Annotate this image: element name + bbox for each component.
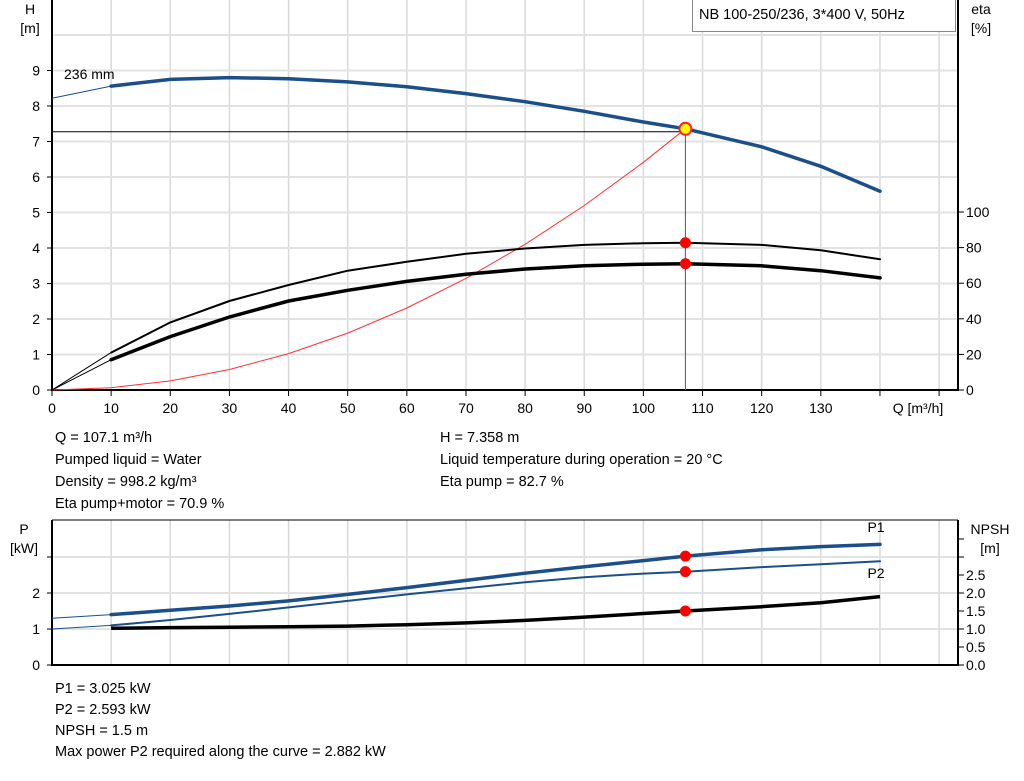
eta-tick-label: 80: [966, 240, 982, 256]
p-axis-label: [kW]: [10, 540, 38, 556]
eta-tick-label: 60: [966, 275, 982, 291]
y-tick-label: 9: [32, 63, 40, 79]
info-temperature: Liquid temperature during operation = 20…: [440, 452, 723, 468]
eta-tick-label: 40: [966, 311, 982, 327]
eta-tick-label: 0: [966, 382, 974, 398]
eta-pump-motor-curve-extension: [51, 359, 112, 391]
npsh-tick-label: 1.0: [966, 621, 986, 637]
npsh-tick-label: 2.0: [966, 585, 986, 601]
x-tick-label: 20: [162, 400, 178, 416]
npsh-tick-label: 0.0: [966, 657, 986, 673]
eta-pump-point: [679, 237, 691, 249]
x-tick-label: 40: [281, 400, 297, 416]
eta-pump-motor-point: [679, 258, 691, 270]
npsh-axis-label: [m]: [980, 540, 999, 556]
npsh-tick-label: 2.5: [966, 567, 986, 583]
system-curve: [51, 128, 686, 391]
eta-pump-curve-extension: [51, 352, 112, 391]
info-flow: Q = 107.1 m³/h: [55, 430, 153, 446]
info-p1: P1 = 3.025 kW: [55, 681, 151, 697]
y-tick-label: 8: [32, 98, 40, 114]
impeller-diameter-label: 236 mm: [64, 66, 115, 82]
npsh-curve: [111, 594, 881, 631]
head-curve-extension: [51, 85, 112, 99]
npsh-point: [679, 605, 691, 617]
x-tick-label: 130: [809, 400, 833, 416]
info-eta-pump: Eta pump = 82.7 %: [440, 474, 564, 490]
npsh-tick-label: 1.5: [966, 603, 986, 619]
p-tick-label: 0: [32, 657, 40, 673]
pump-title: NB 100-250/236, 3*400 V, 50Hz: [692, 0, 956, 32]
eta-pump-curve: [110, 241, 881, 354]
info-eta-pump-motor: Eta pump+motor = 70.9 %: [55, 496, 225, 512]
x-tick-label: 90: [576, 400, 592, 416]
eta-axis-label: [%]: [971, 20, 991, 36]
y-tick-label: 3: [32, 276, 40, 292]
y-tick-label: 5: [32, 205, 40, 221]
p2-label: P2: [867, 565, 884, 581]
p1-label: P1: [867, 519, 884, 535]
x-tick-label: 120: [750, 400, 774, 416]
x-tick-label: 30: [222, 400, 238, 416]
eta-pump-motor-curve: [109, 262, 882, 362]
p2-curve: [110, 560, 881, 627]
operating-point-marker: [678, 121, 693, 136]
p2-point: [679, 566, 691, 578]
x-tick-label: 10: [103, 400, 119, 416]
x-tick-label: 0: [48, 400, 56, 416]
y-tick-label: 0: [32, 382, 40, 398]
info-liquid: Pumped liquid = Water: [55, 452, 202, 468]
p-tick-label: 1: [32, 621, 40, 637]
eta-tick-label: 100: [966, 204, 990, 220]
eta-tick-label: 20: [966, 346, 982, 362]
info-head: H = 7.358 m: [440, 430, 520, 446]
p2-curve-extension: [51, 624, 112, 630]
p-tick-label: 2: [32, 585, 40, 601]
h-axis-label: [m]: [20, 20, 39, 36]
p1-point: [679, 550, 691, 562]
npsh-axis-label: NPSH: [971, 521, 1010, 537]
p-axis-label: P: [19, 521, 28, 537]
x-tick-label: 70: [458, 400, 474, 416]
y-tick-label: 4: [32, 240, 40, 256]
x-tick-label: 100: [632, 400, 656, 416]
eta-axis-label: eta: [971, 1, 991, 17]
x-tick-label: 80: [517, 400, 533, 416]
q-axis-label: Q [m³/h]: [893, 400, 944, 416]
p1-curve: [109, 542, 882, 617]
npsh-tick-label: 0.5: [966, 639, 986, 655]
info-p2: P2 = 2.593 kW: [55, 702, 151, 718]
y-tick-label: 1: [32, 347, 40, 363]
y-tick-label: 6: [32, 169, 40, 185]
head-curve: [109, 75, 882, 193]
x-tick-label: 60: [399, 400, 415, 416]
info-npsh: NPSH = 1.5 m: [55, 723, 149, 739]
info-density: Density = 998.2 kg/m³: [55, 474, 197, 490]
p1-curve-extension: [51, 614, 112, 619]
h-axis-label: H: [25, 1, 35, 17]
y-tick-label: 2: [32, 311, 40, 327]
x-tick-label: 110: [691, 400, 714, 416]
info-max-p2: Max power P2 required along the curve = …: [55, 744, 386, 760]
x-tick-label: 50: [340, 400, 356, 416]
y-tick-label: 7: [32, 134, 40, 150]
